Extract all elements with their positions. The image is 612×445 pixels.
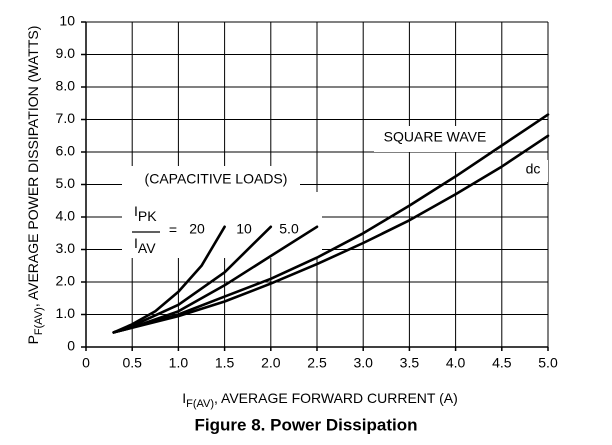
label-backdrop — [374, 126, 496, 152]
y-tick-label: 6.0 — [56, 143, 76, 159]
ratio-denominator: IAV — [134, 235, 156, 256]
x-tick-label: 3.5 — [400, 355, 420, 371]
x-axis-label: IF(AV), AVERAGE FORWARD CURRENT (A) — [182, 390, 458, 410]
axis-label-text: P — [25, 335, 41, 344]
axis-label-sub: F(AV) — [186, 398, 214, 410]
curve-layer — [112, 113, 550, 334]
ratio-text: I — [134, 235, 138, 251]
series-label: dc — [526, 161, 541, 177]
y-tick-label: 0 — [67, 338, 75, 354]
y-tick-label: 5.0 — [56, 175, 76, 191]
x-tick-label: 0.5 — [122, 355, 142, 371]
y-tick-label: 10 — [59, 13, 75, 29]
y-tick-label: 7.0 — [56, 110, 76, 126]
y-tick-label: 2.0 — [56, 273, 76, 289]
x-tick-label: 4.5 — [492, 355, 512, 371]
ratio-sub: AV — [138, 240, 156, 256]
label-backdrop — [122, 192, 322, 258]
ratio-numerator: IPK — [134, 203, 157, 224]
series-label: 10 — [236, 221, 252, 237]
y-tick-label: 1.0 — [56, 305, 76, 321]
x-tick-label: 3.0 — [353, 355, 373, 371]
x-tick-label: 1.5 — [215, 355, 235, 371]
x-tick-label: 2.5 — [307, 355, 327, 371]
label-backdrop — [518, 160, 548, 182]
axis-label-text: I — [182, 390, 186, 406]
series-label: SQUARE WAVE — [384, 129, 487, 145]
y-tick-label: 9.0 — [56, 45, 76, 61]
x-tick-label: 5.0 — [538, 355, 558, 371]
ratio-text: I — [134, 203, 138, 219]
series-label: 5.0 — [279, 221, 299, 237]
series-label: 20 — [189, 221, 205, 237]
y-tick-label: 4.0 — [56, 208, 76, 224]
y-tick-label: 8.0 — [56, 78, 76, 94]
x-tick-label: 1.0 — [169, 355, 189, 371]
x-tick-label: 4.0 — [446, 355, 466, 371]
chart-title: Figure 8. Power Dissipation — [195, 415, 418, 434]
axis-label-text: , AVERAGE POWER DISSIPATION (WATTS) — [25, 26, 41, 308]
y-axis-label: PF(AV), AVERAGE POWER DISSIPATION (WATTS… — [25, 26, 45, 345]
label-backdrop — [122, 166, 300, 192]
x-tick-label: 2.0 — [261, 355, 281, 371]
ratio-equals: = — [169, 222, 177, 238]
annotation: (CAPACITIVE LOADS) — [145, 171, 288, 187]
ratio-sub: PK — [138, 208, 157, 224]
line-series — [112, 134, 550, 334]
axis-label-sub: F(AV) — [33, 307, 45, 335]
y-tick-label: 3.0 — [56, 240, 76, 256]
x-tick-label: 0 — [82, 355, 90, 371]
axis-label-text: , AVERAGE FORWARD CURRENT (A) — [214, 390, 458, 406]
